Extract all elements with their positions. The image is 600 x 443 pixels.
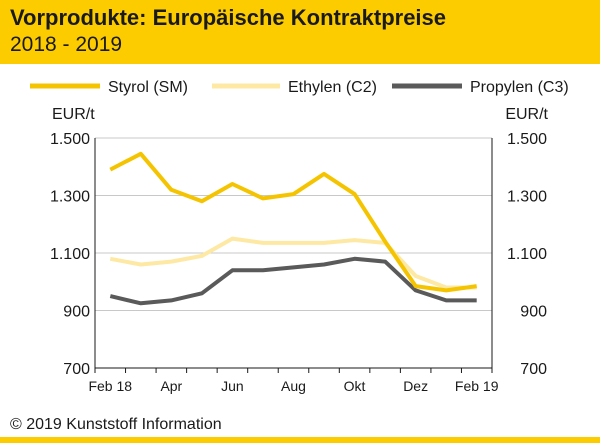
- y-tick-label-right-2: 1.100: [507, 246, 547, 263]
- y-tick-label-right-4: 1.500: [507, 131, 547, 148]
- chart-subtitle: 2018 - 2019: [10, 33, 123, 56]
- y-tick-label-right-0: 700: [520, 361, 547, 378]
- legend-label-0: Styrol (SM): [108, 79, 188, 96]
- bottom-accent-bar: [0, 437, 600, 443]
- y-tick-label-left-4: 1.500: [50, 131, 90, 148]
- x-tick-label-2: Jun: [221, 378, 244, 394]
- y-tick-label-right-1: 900: [520, 304, 547, 321]
- x-tick-label-6: Feb 19: [455, 378, 499, 394]
- series-line-1: [109, 236, 477, 290]
- chart-title: Vorprodukte: Europäische Kontraktpreise: [10, 5, 447, 30]
- copyright-note: © 2019 Kunststoff Information: [10, 416, 222, 433]
- y-tick-label-right-3: 1.300: [507, 189, 547, 206]
- y-axis-label-right: EUR/t: [505, 106, 548, 123]
- x-tick-label-3: Aug: [281, 378, 306, 394]
- x-tick-label-0: Feb 18: [88, 378, 132, 394]
- x-tick-label-4: Okt: [344, 378, 366, 394]
- header-band: Vorprodukte: Europäische Kontraktpreise …: [0, 0, 600, 64]
- y-tick-label-left-3: 1.300: [50, 189, 90, 206]
- series-line-2: [109, 256, 477, 306]
- x-tick-label-5: Dez: [403, 378, 428, 394]
- y-tick-label-left-0: 700: [63, 361, 90, 378]
- x-tick-label-1: Apr: [160, 378, 182, 394]
- line-chart: Styrol (SM) Ethylen (C2) Propylen (C3) EUR/…: [30, 79, 569, 394]
- y-tick-label-left-2: 1.100: [50, 246, 90, 263]
- series-line-0: [109, 151, 477, 293]
- y-tick-label-left-1: 900: [63, 304, 90, 321]
- y-axis-label-left: EUR/t: [52, 106, 95, 123]
- legend-label-2: Propylen (C3): [470, 79, 569, 96]
- legend-label-1: Ethylen (C2): [288, 79, 377, 96]
